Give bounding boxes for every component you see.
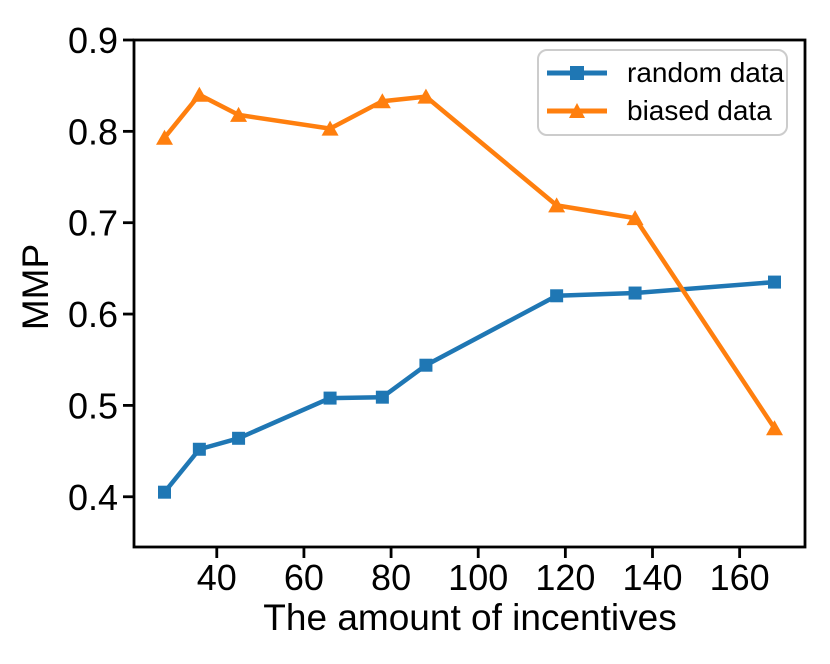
data-point-marker-triangle xyxy=(230,106,248,122)
x-axis-label: The amount of incentives xyxy=(263,597,676,638)
data-point-marker-triangle xyxy=(626,210,644,226)
data-point-marker-triangle xyxy=(156,129,173,145)
data-point-marker-square xyxy=(158,485,171,499)
data-point-marker-square xyxy=(768,275,781,289)
series-line-biased-data xyxy=(162,92,777,430)
x-tick-label: 160 xyxy=(710,557,770,598)
x-tick-label: 60 xyxy=(284,557,324,598)
legend-item-random-data: random data xyxy=(547,54,786,92)
legend-sample-line-square-icon xyxy=(547,66,607,80)
x-tick-label: 100 xyxy=(448,557,508,598)
y-tick-label: 0.7 xyxy=(68,203,118,244)
series-line-random-data xyxy=(162,279,775,494)
y-tick-label: 0.6 xyxy=(68,294,118,335)
plot-area: 40 60 80 100 120 140 160 0.4 0.5 0.6 0.7 0.8 0.9 xyxy=(68,20,807,598)
data-point-marker-triangle xyxy=(190,86,208,102)
y-tick-label: 0.5 xyxy=(68,385,118,426)
data-point-marker-triangle xyxy=(548,197,566,213)
y-axis-label: MMP xyxy=(15,244,56,330)
x-tick-label: 80 xyxy=(371,557,411,598)
data-point-marker-square xyxy=(375,390,389,404)
legend-item-biased-data: biased data xyxy=(547,92,786,130)
data-point-marker-square xyxy=(192,442,206,456)
data-point-marker-square xyxy=(550,289,564,303)
legend-label: biased data xyxy=(627,95,772,126)
data-point-marker-triangle xyxy=(417,88,435,104)
data-point-marker-triangle xyxy=(321,120,339,136)
legend-sample-line-triangle-icon xyxy=(547,103,607,118)
x-tick-label: 120 xyxy=(535,557,595,598)
data-point-marker-triangle xyxy=(373,93,391,109)
data-point-marker-square xyxy=(419,358,433,372)
legend-label: random data xyxy=(627,57,785,88)
y-tick-label: 0.8 xyxy=(68,111,118,152)
data-point-marker-square xyxy=(628,286,642,300)
data-point-marker-square xyxy=(323,391,337,405)
data-point-marker-triangle xyxy=(766,420,783,436)
x-tick-label: 140 xyxy=(622,557,682,598)
y-tick-label: 0.4 xyxy=(68,477,118,518)
legend: random data biased data xyxy=(537,49,788,136)
x-tick-label: 40 xyxy=(197,557,237,598)
axes-spines xyxy=(132,38,807,549)
y-tick-label: 0.9 xyxy=(68,20,118,61)
data-point-marker-square xyxy=(232,431,246,445)
